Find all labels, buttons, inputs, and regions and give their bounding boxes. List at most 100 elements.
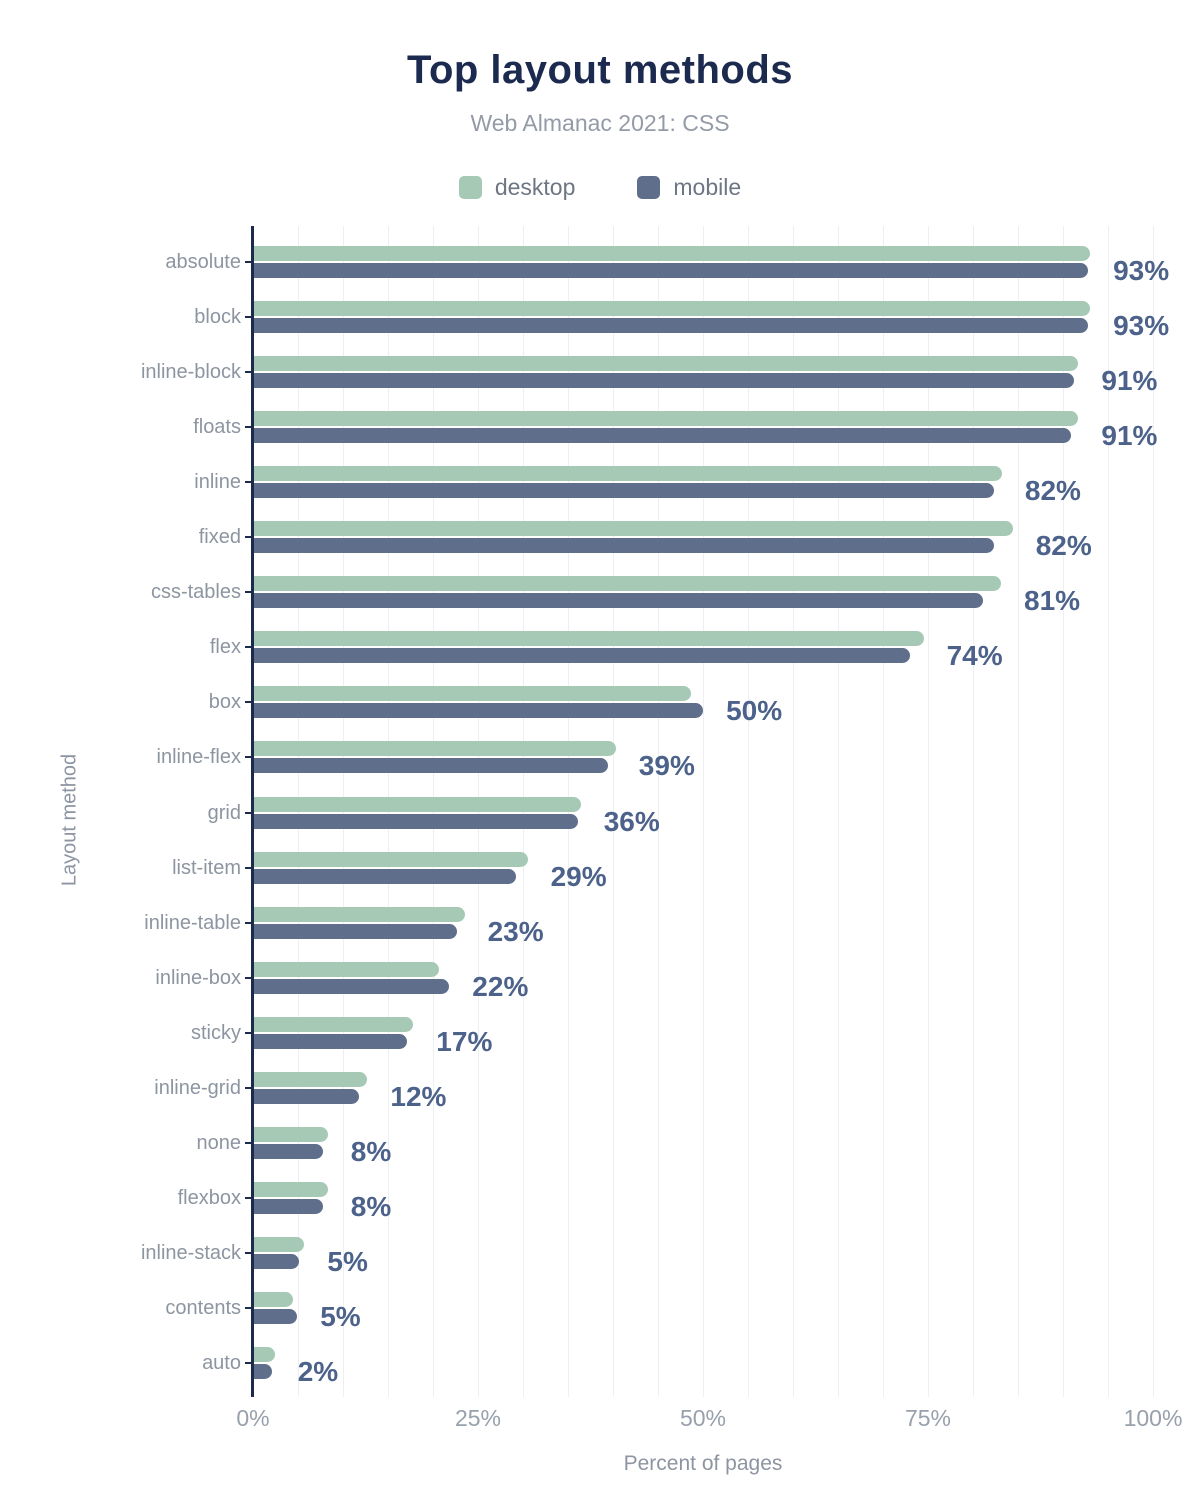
gridline — [973, 226, 974, 1397]
category-tick-mark — [245, 1086, 251, 1089]
category-label: inline — [194, 471, 241, 494]
category-tick-mark — [245, 646, 251, 649]
category-label: sticky — [191, 1021, 241, 1044]
category-tick-mark — [245, 811, 251, 814]
gridline — [343, 226, 344, 1397]
value-label: 29% — [550, 860, 607, 892]
bar-desktop — [254, 356, 1079, 372]
category-label: auto — [202, 1352, 241, 1374]
gridline — [748, 226, 749, 1397]
value-label: 82% — [1024, 475, 1081, 507]
legend-label-mobile: mobile — [673, 174, 742, 200]
gridline — [568, 226, 569, 1397]
category-tick-mark — [245, 481, 251, 484]
category-tick-mark — [245, 701, 251, 704]
bar-mobile — [254, 1253, 299, 1269]
bar-mobile — [254, 263, 1089, 278]
category-tick-mark — [245, 591, 251, 594]
value-label: 74% — [946, 640, 1003, 672]
bar-mobile — [254, 1364, 272, 1379]
category-label: floats — [193, 416, 241, 439]
bar-desktop — [254, 1181, 328, 1197]
bar-mobile — [254, 868, 516, 884]
category-tick-mark — [245, 426, 251, 429]
value-label: 81% — [1024, 585, 1081, 617]
bar-desktop — [254, 1236, 305, 1252]
legend: desktop mobile — [0, 174, 1200, 201]
value-label: 2% — [297, 1356, 339, 1387]
category-label: none — [196, 1131, 242, 1154]
chart-subtitle: Web Almanac 2021: CSS — [470, 110, 730, 136]
bar-desktop — [254, 1126, 328, 1142]
bar-mobile — [254, 923, 457, 939]
gridline — [523, 226, 524, 1397]
category-label: list-item — [172, 856, 241, 879]
category-label: inline-grid — [154, 1076, 241, 1099]
category-label: inline-flex — [156, 746, 241, 769]
x-tick-label: 0% — [236, 1405, 270, 1431]
category-label: fixed — [198, 526, 241, 549]
bar-desktop — [254, 1291, 293, 1307]
bar-desktop — [254, 686, 692, 702]
gridline — [1108, 226, 1109, 1397]
category-tick-mark — [245, 756, 251, 759]
category-tick-mark — [245, 1362, 251, 1364]
value-label: 39% — [638, 750, 695, 782]
desktop-swatch — [458, 176, 482, 199]
value-label: 91% — [1101, 365, 1158, 397]
gridline — [433, 226, 434, 1397]
value-label: 5% — [327, 1245, 368, 1277]
bar-desktop — [254, 521, 1013, 537]
bar-desktop — [254, 411, 1079, 427]
category-tick-mark — [245, 1251, 251, 1254]
category-label: inline-box — [155, 966, 241, 989]
category-tick-mark — [245, 371, 251, 374]
chart-title: Top layout methods — [406, 48, 794, 92]
bar-mobile — [254, 648, 911, 664]
legend-label-desktop: desktop — [494, 174, 576, 200]
bar-desktop — [254, 961, 440, 977]
value-label: 91% — [1101, 420, 1158, 452]
bar-desktop — [254, 631, 924, 647]
mobile-swatch — [637, 176, 661, 199]
category-label: inline-table — [144, 911, 241, 934]
category-tick-mark — [245, 1306, 251, 1309]
bar-mobile — [254, 1308, 298, 1324]
bar-mobile — [254, 1198, 324, 1214]
category-tick-mark — [245, 976, 251, 979]
category-tick-mark — [245, 536, 251, 539]
gridline — [793, 226, 794, 1397]
gridline — [658, 226, 659, 1397]
value-label: 5% — [320, 1300, 361, 1332]
value-label: 17% — [436, 1025, 493, 1057]
bar-desktop — [254, 466, 1002, 482]
x-axis-title: Percent of pages — [623, 1452, 783, 1475]
bar-desktop — [254, 246, 1091, 261]
bar-desktop — [254, 906, 465, 922]
value-label: 8% — [350, 1135, 392, 1167]
gridline — [838, 226, 839, 1397]
category-label: css-tables — [150, 581, 241, 604]
bar-mobile — [254, 813, 578, 829]
bar-mobile — [254, 483, 994, 499]
bar-desktop — [254, 796, 581, 812]
y-axis-line — [251, 226, 254, 1397]
category-label: inline-stack — [140, 1241, 241, 1264]
gridline — [388, 226, 389, 1397]
category-tick-mark — [245, 316, 251, 319]
value-label: 36% — [603, 805, 660, 837]
gridline — [1063, 226, 1064, 1397]
x-tick-label: 75% — [904, 1405, 952, 1431]
bar-mobile — [254, 538, 994, 554]
gridline — [928, 226, 929, 1397]
category-tick-mark — [245, 1196, 251, 1199]
bar-desktop — [254, 741, 616, 757]
gridline — [703, 226, 704, 1397]
legend-item-desktop: desktop — [458, 174, 576, 201]
category-label: absolute — [165, 251, 241, 273]
bar-desktop — [254, 1016, 414, 1032]
bar-mobile — [254, 1033, 407, 1049]
bar-mobile — [254, 1088, 360, 1104]
bar-mobile — [254, 1143, 324, 1159]
value-label: 12% — [390, 1080, 447, 1112]
